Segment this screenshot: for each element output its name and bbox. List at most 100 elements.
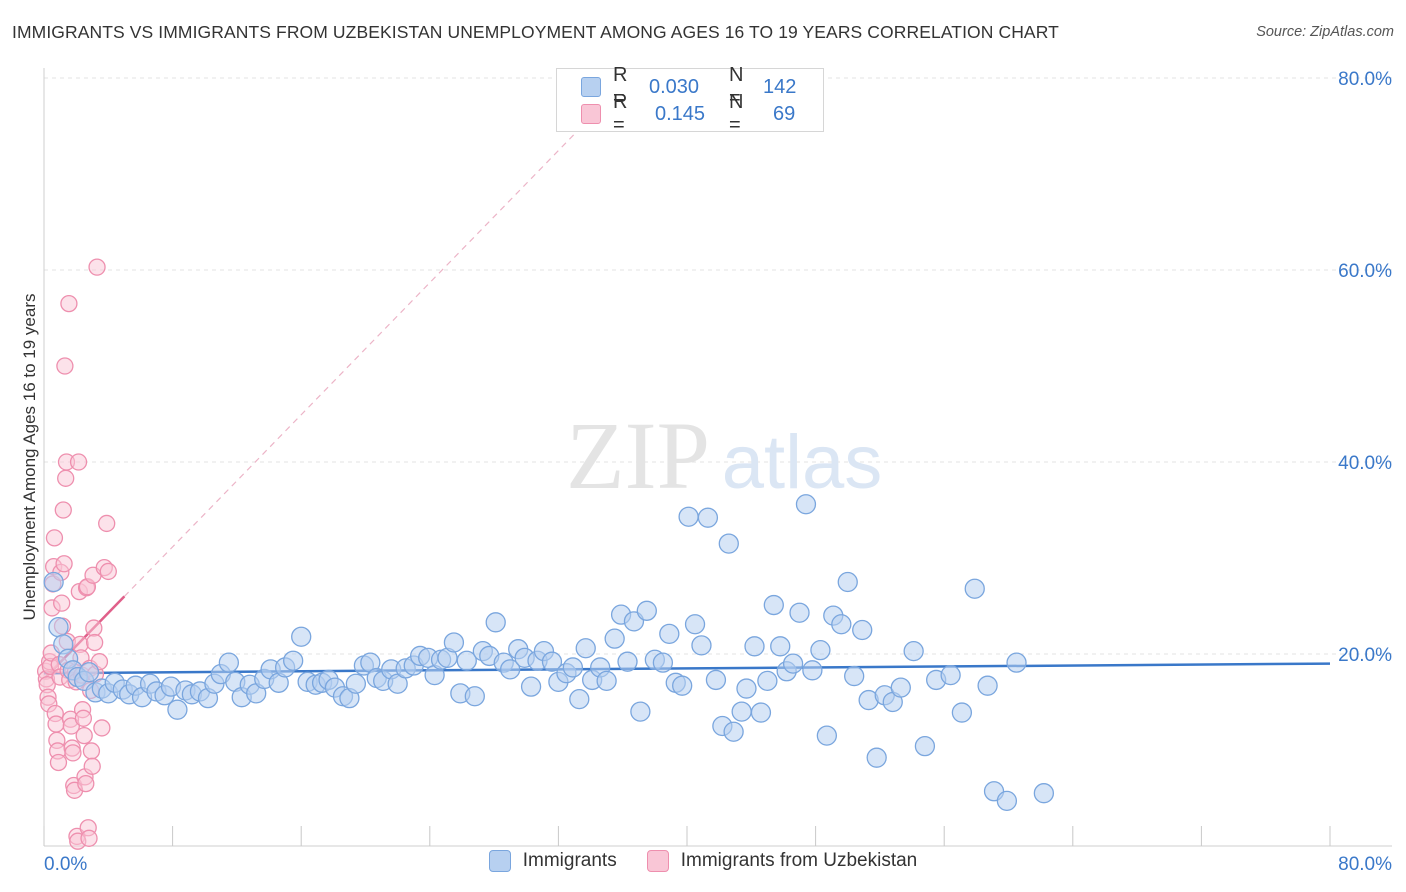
legend-swatch-blue <box>581 77 601 97</box>
y-tick-label-1: 40.0% <box>1338 453 1392 474</box>
immigrants-point-125 <box>903 640 924 662</box>
y-tick-label-0: 20.0% <box>1338 645 1392 666</box>
immigrants-point-0 <box>43 571 64 593</box>
immigrants-point-121 <box>866 747 887 768</box>
legend-swatch-blue <box>488 850 511 872</box>
immigrants-point-105 <box>757 670 778 692</box>
y-axis-label: Unemployment Among Ages 16 to 19 years <box>20 293 39 621</box>
r-value: 0.145 <box>655 102 706 125</box>
immigrants-point-89 <box>652 652 674 673</box>
immigrants-point-84 <box>617 651 638 672</box>
chart-title: IMMIGRANTS VS IMMIGRANTS FROM UZBEKISTAN… <box>12 22 1059 42</box>
immigrants-point-95 <box>691 635 712 656</box>
immigrants-point-65 <box>485 612 506 633</box>
immigrants-point-129 <box>951 702 973 723</box>
immigrants-point-134 <box>1006 652 1027 673</box>
uzbekistan-point-11 <box>45 529 64 547</box>
uzbekistan-point-32 <box>62 717 80 735</box>
immigrants-point-113 <box>810 640 831 661</box>
correlation-legend: R = 0.030 N = 142 R = 0.145 N = 69 <box>556 64 824 136</box>
immigrants-point-59 <box>443 632 465 653</box>
uzbekistan-point-68 <box>99 562 117 581</box>
immigrants-point-87 <box>636 600 657 621</box>
immigrants-point-92 <box>672 675 693 696</box>
n-value: 142 <box>763 75 797 98</box>
immigrants-point-78 <box>575 638 596 659</box>
immigrants-point-109 <box>782 653 804 674</box>
immigrants-point-82 <box>604 628 625 649</box>
n-value: 69 <box>773 102 796 125</box>
immigrants-point-126 <box>914 736 936 757</box>
uzbekistan-point-25 <box>57 469 75 487</box>
immigrants-point-93 <box>678 506 699 527</box>
uzbekistan-point-34 <box>64 744 82 762</box>
watermark-atlas: atlas <box>722 420 883 505</box>
legend-row-immigrants: R = 0.030 N = 142 <box>581 64 797 109</box>
immigrants-point-45 <box>345 673 367 694</box>
legend-item-uzbekistan[interactable]: Immigrants from Uzbekistan <box>646 850 918 872</box>
tick-labels: 20.0% 40.0% 60.0% 80.0% 0.0% 80.0% <box>44 69 1392 875</box>
immigrants-point-135 <box>1033 783 1055 804</box>
immigrants-point-97 <box>705 669 727 691</box>
n-label: N = <box>729 91 744 136</box>
immigrants-point-94 <box>684 614 706 635</box>
immigrants-point-110 <box>789 602 810 623</box>
immigrants-point-119 <box>852 619 873 641</box>
legend-label: Immigrants from Uzbekistan <box>680 850 918 871</box>
immigrants-point-116 <box>831 614 852 635</box>
immigrants-point-70 <box>520 676 542 697</box>
uzbekistan-point-57 <box>82 742 101 760</box>
x-tick-label-max: 80.0% <box>1338 854 1392 875</box>
watermark-zip: ZIP <box>566 402 710 509</box>
immigrants-point-99 <box>718 533 739 554</box>
immigrants-point-7 <box>78 662 100 683</box>
uzbekistan-trend-extension <box>123 77 630 597</box>
immigrants-point-27 <box>218 652 240 673</box>
source-label: Source: ZipAtlas.com <box>1256 24 1394 40</box>
uzbekistan-point-67 <box>98 514 116 533</box>
legend-item-immigrants[interactable]: Immigrants <box>488 850 617 872</box>
immigrants-point-133 <box>996 790 1018 812</box>
immigrants-point-118 <box>844 665 865 687</box>
immigrants-point-86 <box>630 701 651 722</box>
uzbekistan-point-20 <box>53 594 71 612</box>
immigrants-point-101 <box>731 701 752 722</box>
uzbekistan-point-65 <box>93 719 111 737</box>
uzbekistan-point-58 <box>83 757 101 775</box>
uzbekistan-point-16 <box>49 753 68 772</box>
immigrants-point-103 <box>744 636 765 657</box>
immigrants-point-20 <box>167 699 188 720</box>
immigrants-point-90 <box>659 623 680 644</box>
immigrants-point-117 <box>837 571 858 593</box>
immigrants-point-102 <box>736 678 757 699</box>
immigrants-point-37 <box>291 626 312 647</box>
r-label: R = <box>613 64 628 109</box>
immigrants-point-104 <box>750 702 772 723</box>
immigrants-point-124 <box>890 677 911 698</box>
y-tick-label-2: 60.0% <box>1338 261 1392 282</box>
immigrants-point-131 <box>977 675 998 696</box>
immigrants-point-1 <box>48 616 69 638</box>
immigrants-point-111 <box>795 494 817 515</box>
immigrants-point-73 <box>541 651 563 672</box>
axes <box>43 68 1392 847</box>
immigrants-point-76 <box>562 657 584 678</box>
x-tick-label-min: 0.0% <box>44 854 87 875</box>
y-tick-label-3: 80.0% <box>1338 69 1392 90</box>
immigrants-point-128 <box>940 664 961 686</box>
uzbekistan-point-22 <box>54 501 72 519</box>
immigrants-point-96 <box>697 507 719 528</box>
uzbekistan-point-54 <box>80 829 98 847</box>
immigrants-point-67 <box>500 659 521 680</box>
r-label: R = <box>613 91 628 136</box>
uzbekistan-point-13 <box>47 715 65 733</box>
watermark: ZIP atlas <box>566 402 882 509</box>
uzbekistan-point-47 <box>74 709 93 727</box>
immigrants-point-81 <box>596 670 617 692</box>
r-value: 0.030 <box>649 75 700 98</box>
immigrants-point-100 <box>723 721 744 742</box>
uzbekistan-point-41 <box>69 453 88 471</box>
legend-swatch-pink <box>646 850 669 872</box>
series-immigrants-points <box>43 494 1055 812</box>
